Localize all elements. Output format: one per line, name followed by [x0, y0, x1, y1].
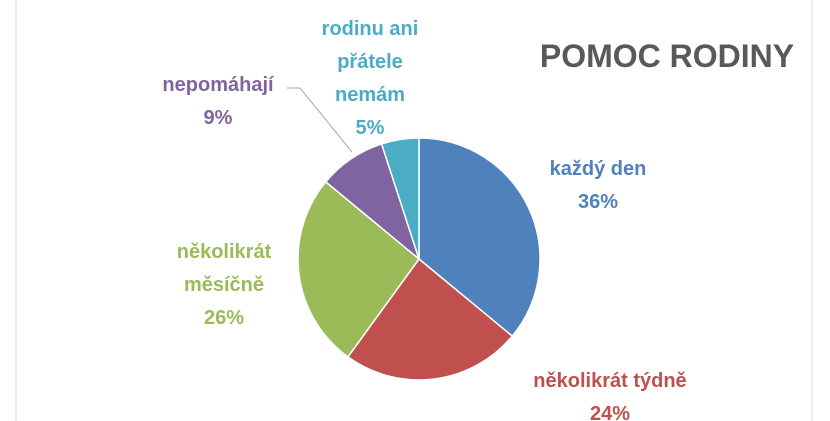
label-value: 36% — [577, 191, 619, 213]
data-label: několikrát měsíčně 26% — [159, 236, 289, 335]
pie-slice — [418, 137, 541, 338]
pie-slice — [380, 137, 420, 260]
chart-frame — [15, 0, 813, 421]
data-label: nepomáhají 9% — [143, 69, 293, 135]
label-value: 26% — [203, 307, 245, 329]
label-name: několikrát měsíčně — [176, 241, 272, 296]
label-name: každý den — [549, 158, 647, 180]
label-value: 9% — [203, 107, 233, 129]
pie-slice — [346, 257, 514, 381]
label-value: 24% — [589, 403, 631, 421]
chart-title: POMOC RODINY — [539, 38, 795, 74]
pie-slice — [297, 180, 421, 358]
data-label: každý den 36% — [533, 153, 663, 219]
label-name: několikrát týdně — [533, 370, 687, 392]
leader-line — [287, 87, 353, 153]
label-name: nepomáhají — [162, 74, 274, 96]
data-label: několikrát týdně 24% — [490, 365, 730, 421]
data-label: rodinu ani přátele nemám 5% — [305, 13, 435, 145]
label-value: 5% — [355, 117, 385, 139]
label-name: rodinu ani přátele nemám — [321, 18, 419, 106]
